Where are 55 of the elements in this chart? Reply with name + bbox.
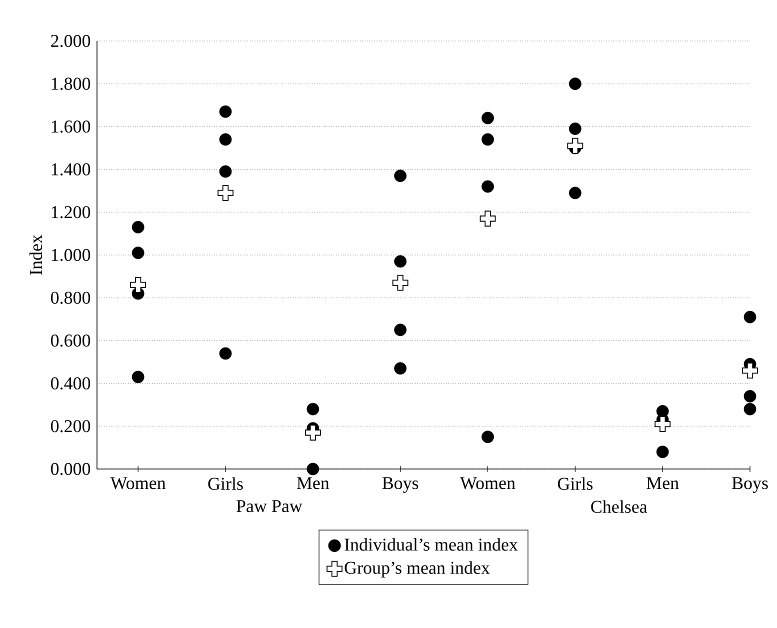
point — [394, 170, 407, 182]
y-tick-label: 1.600 — [52, 120, 90, 133]
text: Chelsea — [591, 500, 648, 513]
point — [482, 430, 494, 444]
y-tick-label: 0.400 — [50, 377, 90, 390]
point — [394, 255, 407, 268]
point — [132, 246, 144, 260]
point — [130, 277, 146, 293]
point — [480, 210, 496, 227]
y-tick-label: 1.000 — [52, 248, 90, 262]
point — [306, 462, 320, 476]
point — [304, 424, 321, 441]
x-tick-label: Women — [460, 477, 516, 490]
y-tick-label: 1.200 — [52, 206, 90, 218]
point — [567, 138, 584, 154]
point — [392, 274, 408, 291]
legend-label: Individual’s mean index — [344, 538, 518, 551]
point — [482, 180, 494, 193]
x-tick-label: Girls — [558, 477, 593, 490]
x-tick-label: Boys — [732, 477, 768, 493]
point — [132, 370, 144, 384]
point — [219, 347, 232, 360]
x-tick-label: Women — [110, 477, 166, 490]
point — [219, 133, 232, 146]
point — [482, 133, 494, 146]
x-tick-label: Boys — [382, 477, 418, 493]
y-tick-label: 1.400 — [52, 163, 90, 176]
y-tick-label: 0.600 — [50, 334, 90, 347]
point — [654, 416, 671, 432]
y-tick-label: 0.000 — [50, 462, 90, 476]
point — [568, 186, 582, 200]
point — [744, 402, 756, 416]
point — [306, 402, 320, 416]
y-axis-title: Index — [29, 234, 42, 275]
point — [744, 310, 756, 324]
point — [219, 165, 232, 178]
point — [568, 78, 582, 90]
point — [568, 122, 582, 135]
y-tick-label: 2.000 — [51, 34, 90, 48]
y-tick-label: 1.800 — [52, 78, 90, 90]
point — [744, 390, 756, 402]
point — [132, 220, 144, 234]
point — [219, 105, 232, 118]
x-tick-label: Men — [296, 477, 330, 490]
y-tick-label: 0.800 — [50, 292, 90, 304]
legend-label: Group’s mean index — [344, 561, 490, 578]
point — [394, 324, 407, 336]
point — [394, 362, 407, 375]
y-tick-label: 0.200 — [50, 420, 90, 432]
x-tick-label: Men — [646, 477, 679, 490]
text: Paw Paw — [236, 500, 302, 512]
x-tick-label: Girls — [208, 477, 243, 490]
point — [742, 362, 758, 379]
point — [482, 112, 494, 124]
point — [656, 446, 669, 458]
